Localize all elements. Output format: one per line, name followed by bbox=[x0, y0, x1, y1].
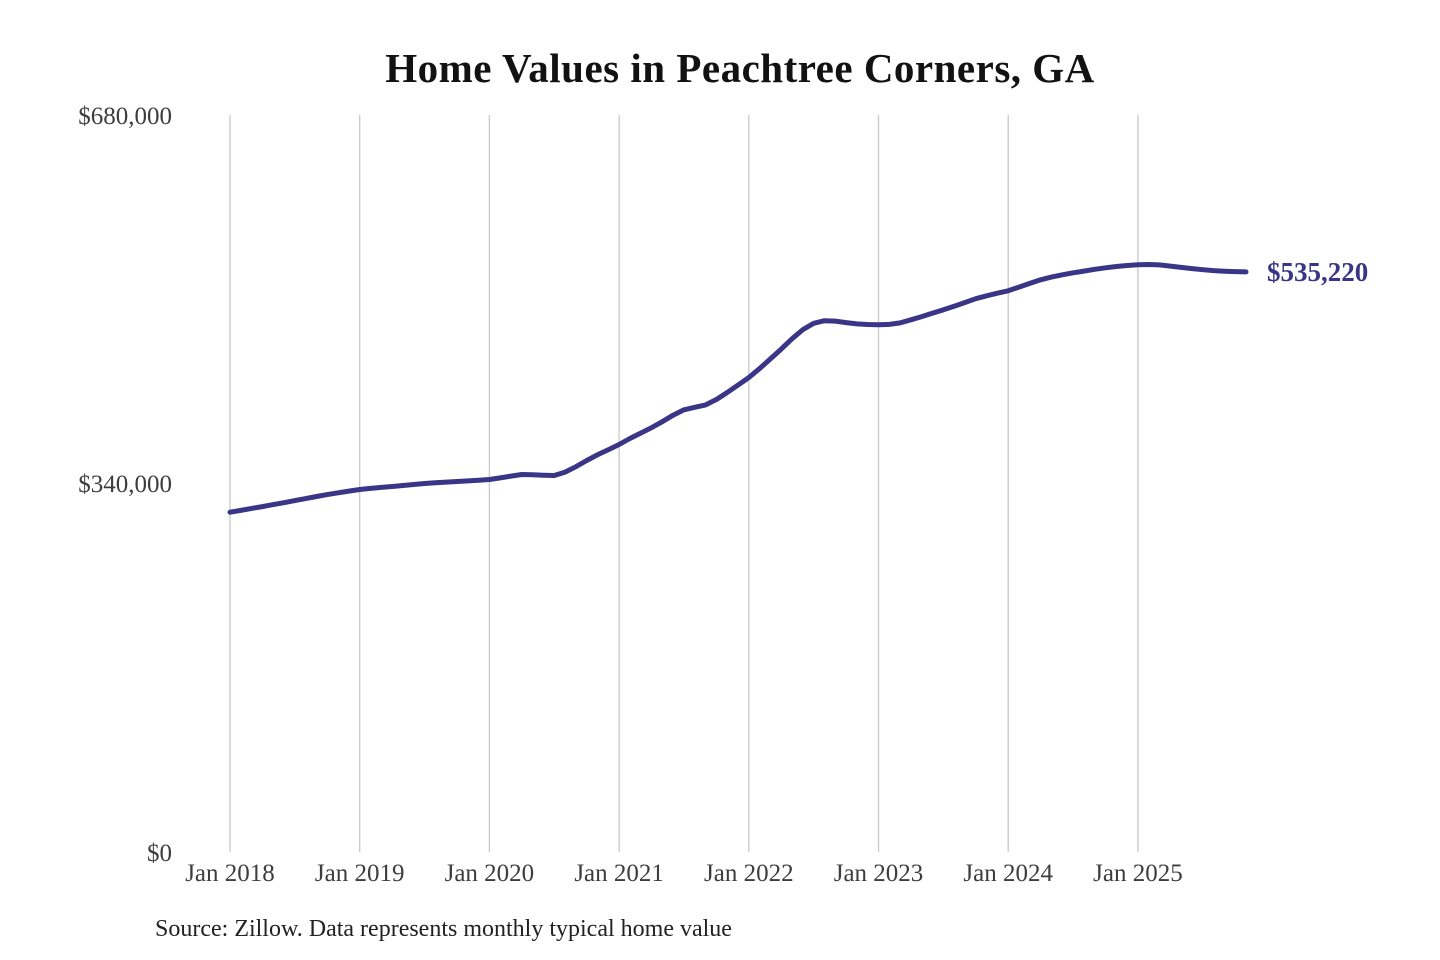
x-tick-label: Jan 2023 bbox=[834, 860, 924, 887]
y-tick-label-zero: $0 bbox=[147, 840, 172, 867]
x-tick-label: Jan 2022 bbox=[704, 860, 794, 887]
year-gridlines bbox=[229, 115, 1139, 852]
y-axis-labels: $680,000 $340,000 $0 bbox=[78, 103, 172, 867]
home-value-line bbox=[227, 262, 1249, 515]
x-tick-label: Jan 2018 bbox=[185, 860, 275, 887]
x-tick-label: Jan 2024 bbox=[963, 860, 1053, 887]
y-tick-label-top: $680,000 bbox=[78, 103, 172, 130]
x-tick-label: Jan 2021 bbox=[574, 860, 664, 887]
chart-title: Home Values in Peachtree Corners, GA bbox=[385, 45, 1095, 91]
y-tick-label-mid: $340,000 bbox=[78, 471, 172, 498]
x-tick-label: Jan 2019 bbox=[315, 860, 405, 887]
x-axis-labels: Jan 2018 Jan 2019 Jan 2020 Jan 2021 Jan 2022… bbox=[185, 860, 1182, 887]
x-tick-label: Jan 2025 bbox=[1093, 860, 1183, 887]
source-note: Source: Zillow. Data represents monthly … bbox=[155, 916, 732, 942]
latest-value-label: $535,220 bbox=[1267, 257, 1368, 287]
x-tick-label: Jan 2020 bbox=[445, 860, 535, 887]
